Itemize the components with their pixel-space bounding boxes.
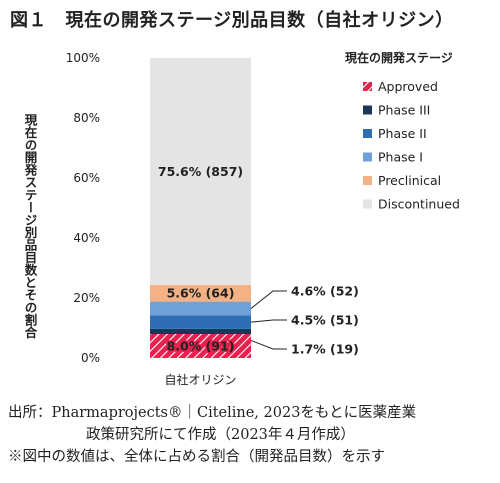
legend-swatch (363, 105, 372, 115)
data-label: 1.7% (19) (291, 342, 359, 357)
legend-swatch (363, 176, 372, 185)
legend-entry: Preclinical (378, 173, 441, 188)
y-tick-label: 60% (73, 171, 100, 185)
y-tick-label: 20% (73, 291, 100, 305)
y-tick-label: 0% (81, 351, 100, 365)
data-label: 4.5% (51) (291, 313, 359, 328)
callout-leader (250, 339, 287, 350)
bar-segment-approved (150, 334, 251, 358)
legend-swatch (363, 129, 372, 138)
legend-swatch (363, 199, 372, 209)
legend-swatch (363, 152, 372, 162)
legend: 現在の開発ステージ Approved Phase III Phase II Phase… (345, 50, 460, 212)
legend-title: 現在の開発ステージ (345, 50, 453, 65)
bar-segment-preclinical (150, 284, 251, 302)
y-tick-label: 100% (66, 51, 100, 65)
legend-entry: Phase III (378, 103, 430, 118)
data-label: 4.6% (52) (291, 284, 359, 299)
legend-entry: Phase II (378, 126, 427, 141)
x-tick-label: 自社オリジン (164, 372, 236, 387)
bar-segment-phase-iii (150, 328, 251, 334)
bar-segment-phase-ii (150, 315, 251, 329)
figure-title: 図１ 現在の開発ステージ別品目数（自社オリジン） (10, 10, 454, 31)
stacked-bar-chart: 0% 20% 40% 60% 80% 100% 8.0% (91) 5.6% (64) 75.… (23, 50, 460, 387)
data-label: 75.6% (857) (158, 164, 243, 179)
legend-entry: Discontinued (378, 197, 460, 212)
y-axis-title: 現在の開発ステージ別品目数とその割合 (23, 114, 38, 340)
legend-entry: Phase I (378, 150, 423, 165)
bar-segment-phase-i (150, 301, 251, 316)
legend-swatch (363, 82, 372, 91)
footnote: ※図中の数値は、全体に占める割合（開発品目数）を示す (8, 449, 385, 465)
y-tick-label: 40% (73, 231, 100, 245)
bar-segment-discontinued (150, 58, 251, 285)
data-label: 5.6% (64) (167, 286, 235, 301)
y-tick-label: 80% (73, 111, 100, 125)
legend-entry: Approved (378, 79, 438, 94)
data-label: 8.0% (91) (167, 339, 235, 354)
callout-leader (250, 290, 287, 309)
source-line-2: 政策研究所にて作成（2023年４月作成） (86, 427, 355, 443)
source-notes: 出所：Pharmaprojects®｜Citeline, 2023をもとに医薬産… (8, 402, 416, 468)
callout-leader (250, 319, 287, 323)
source-line-1: 出所：Pharmaprojects®｜Citeline, 2023をもとに医薬産… (8, 405, 417, 421)
